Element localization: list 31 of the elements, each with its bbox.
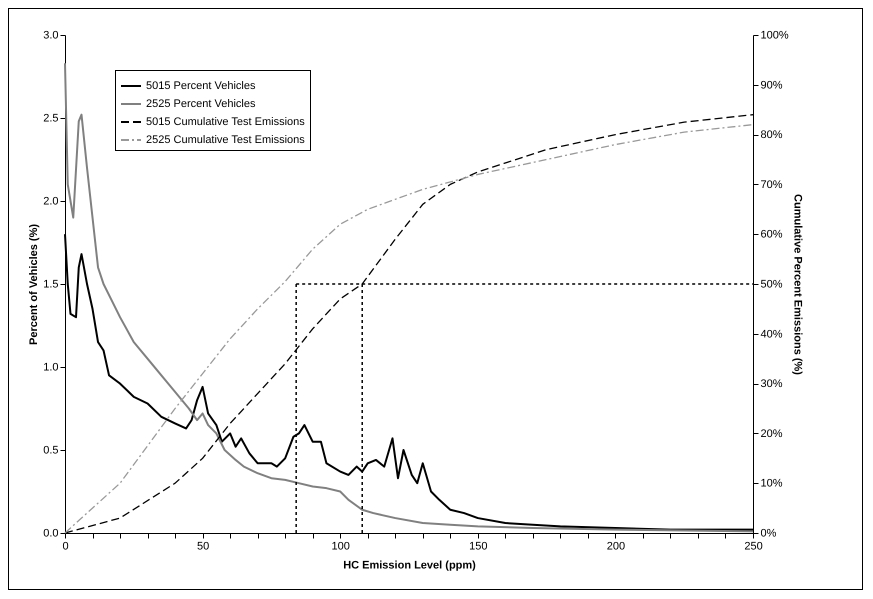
x-tick-label: 250 [744, 540, 763, 552]
y2-tick-label: 90% [760, 79, 783, 92]
y2-tick-label: 70% [760, 178, 783, 191]
y2-tick-label: 80% [760, 129, 783, 142]
x-tick-label: 150 [469, 540, 488, 552]
x-tick-label: 0 [62, 540, 69, 552]
y2-tick-label: 100% [760, 30, 789, 42]
y2-tick-label: 30% [760, 378, 783, 390]
x-tick-label: 100 [332, 540, 350, 552]
x-tick-label: 50 [196, 540, 210, 552]
y-tick-label: 1.5 [43, 278, 58, 290]
y2-tick-label: 10% [760, 478, 783, 490]
y2-axis-title: Cumulative Percent Emissions (%) [792, 194, 804, 376]
legend-label: 2525 Cumulative Test Emissions [146, 134, 306, 146]
y2-tick-label: 0% [760, 528, 777, 540]
y-tick-label: 2.5 [43, 112, 58, 124]
y2-tick-label: 20% [760, 428, 783, 440]
x-tick-label: 200 [606, 540, 626, 552]
y-tick-label: 0.0 [43, 528, 58, 540]
legend-label: 2525 Percent Vehicles [146, 98, 256, 110]
y2-tick-label: 60% [760, 228, 783, 241]
y-tick-label: 3.0 [43, 30, 58, 42]
y-tick-label: 0.5 [43, 444, 58, 456]
legend-label: 5015 Percent Vehicles [146, 80, 256, 92]
x-axis-title: HC Emission Level (ppm) [343, 560, 476, 572]
y2-tick-label: 50% [760, 278, 783, 290]
legend-label: 5015 Cumulative Test Emissions [146, 116, 306, 128]
y2-tick-label: 40% [760, 328, 783, 340]
y-axis-title: Percent of Vehicles (%) [28, 224, 40, 346]
y-tick-label: 2.0 [43, 196, 58, 208]
y-tick-label: 1.0 [43, 362, 58, 374]
